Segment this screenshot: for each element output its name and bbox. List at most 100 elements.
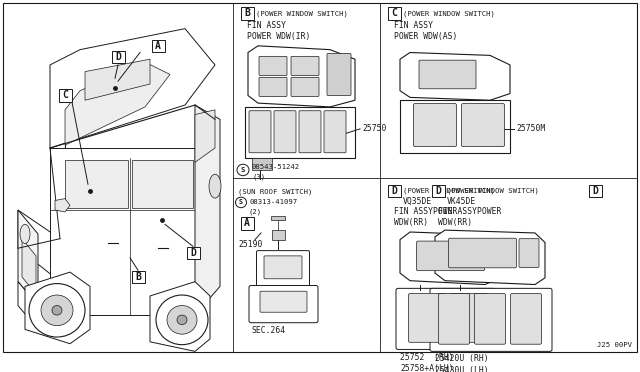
Polygon shape (400, 232, 500, 285)
Text: WDW(RR): WDW(RR) (438, 218, 472, 227)
Polygon shape (65, 160, 128, 208)
Text: 25420U (RH): 25420U (RH) (435, 355, 488, 363)
Text: 25752  (RH): 25752 (RH) (400, 353, 454, 362)
Polygon shape (245, 107, 355, 157)
Circle shape (236, 197, 246, 208)
Bar (186, 247, 200, 259)
FancyBboxPatch shape (396, 288, 495, 349)
Polygon shape (271, 216, 285, 219)
Text: POWER WDW(AS): POWER WDW(AS) (394, 32, 458, 41)
FancyBboxPatch shape (519, 239, 539, 267)
Text: FIN ASSY: FIN ASSY (394, 21, 433, 30)
Polygon shape (132, 160, 193, 208)
Text: D: D (115, 52, 121, 62)
Circle shape (156, 295, 208, 345)
FancyBboxPatch shape (260, 291, 307, 312)
Text: WDW(RR): WDW(RR) (394, 218, 428, 227)
Polygon shape (55, 199, 70, 212)
FancyBboxPatch shape (259, 77, 287, 96)
FancyBboxPatch shape (408, 294, 445, 342)
Text: C: C (62, 90, 68, 100)
Polygon shape (150, 282, 210, 352)
Text: (SUN ROOF SWITCH): (SUN ROOF SWITCH) (238, 189, 312, 195)
Text: VK45DE: VK45DE (447, 197, 476, 206)
Ellipse shape (209, 174, 221, 198)
Polygon shape (18, 210, 38, 305)
FancyBboxPatch shape (324, 111, 346, 153)
FancyBboxPatch shape (417, 241, 484, 271)
Text: 25430U (LH): 25430U (LH) (435, 366, 488, 372)
Polygon shape (50, 29, 215, 148)
Polygon shape (65, 62, 170, 145)
Text: S: S (239, 199, 243, 205)
Polygon shape (195, 110, 215, 162)
FancyBboxPatch shape (257, 251, 310, 287)
Circle shape (167, 305, 197, 334)
FancyBboxPatch shape (451, 294, 488, 342)
Circle shape (41, 295, 73, 326)
FancyBboxPatch shape (249, 111, 271, 153)
FancyBboxPatch shape (264, 256, 302, 279)
Text: FIN ASSYPOWER: FIN ASSYPOWER (438, 208, 501, 217)
FancyBboxPatch shape (249, 285, 318, 323)
Bar (387, 185, 401, 197)
Text: 08313-41097: 08313-41097 (249, 199, 297, 205)
Bar (111, 51, 125, 64)
FancyBboxPatch shape (438, 294, 470, 344)
Bar (241, 7, 253, 20)
Polygon shape (22, 239, 36, 294)
Text: S: S (241, 167, 245, 173)
Polygon shape (248, 46, 355, 107)
FancyBboxPatch shape (511, 294, 541, 344)
Text: FIN ASSYPOWER: FIN ASSYPOWER (394, 208, 458, 217)
Circle shape (29, 283, 85, 337)
Text: SEC.264: SEC.264 (251, 326, 285, 335)
FancyBboxPatch shape (259, 56, 287, 76)
FancyBboxPatch shape (430, 288, 552, 352)
Text: 25750: 25750 (362, 124, 387, 134)
Text: VQ35DE: VQ35DE (403, 197, 432, 206)
Text: (POWER WINDOW SWITCH): (POWER WINDOW SWITCH) (403, 188, 495, 194)
Text: 25758+A(LH): 25758+A(LH) (400, 364, 454, 372)
Text: B: B (135, 272, 141, 282)
Bar (589, 185, 602, 197)
Ellipse shape (20, 224, 30, 243)
Polygon shape (85, 59, 150, 100)
Polygon shape (435, 230, 545, 285)
FancyBboxPatch shape (474, 294, 506, 344)
FancyBboxPatch shape (274, 111, 296, 153)
Text: D: D (391, 186, 397, 196)
Circle shape (177, 315, 187, 325)
Text: (POWER WINDOW SWITCH): (POWER WINDOW SWITCH) (447, 188, 539, 194)
FancyBboxPatch shape (461, 103, 504, 147)
FancyBboxPatch shape (271, 230, 285, 240)
Text: 25750M: 25750M (516, 124, 545, 134)
Text: J25 00PV: J25 00PV (597, 341, 632, 347)
Bar (387, 7, 401, 20)
Text: FIN ASSY: FIN ASSY (247, 21, 286, 30)
FancyBboxPatch shape (449, 238, 516, 268)
Text: D: D (435, 186, 441, 196)
FancyBboxPatch shape (291, 77, 319, 96)
Polygon shape (400, 100, 510, 153)
Polygon shape (195, 105, 220, 315)
Text: 25190: 25190 (238, 240, 262, 249)
Text: D: D (592, 186, 598, 196)
FancyBboxPatch shape (291, 56, 319, 76)
Text: (POWER WINDOW SWITCH): (POWER WINDOW SWITCH) (256, 10, 348, 17)
Polygon shape (18, 210, 60, 282)
Polygon shape (25, 272, 90, 344)
Bar (131, 271, 145, 283)
Circle shape (52, 305, 62, 315)
Text: (2): (2) (249, 209, 262, 215)
Text: D: D (190, 248, 196, 258)
Text: A: A (244, 218, 250, 228)
Text: 08543-51242: 08543-51242 (252, 164, 300, 170)
Text: C: C (391, 8, 397, 18)
Polygon shape (18, 282, 38, 329)
Text: A: A (155, 41, 161, 51)
Circle shape (237, 164, 249, 176)
Text: (POWER WINDOW SWITCH): (POWER WINDOW SWITCH) (403, 10, 495, 17)
FancyBboxPatch shape (327, 54, 351, 96)
Polygon shape (400, 52, 510, 100)
